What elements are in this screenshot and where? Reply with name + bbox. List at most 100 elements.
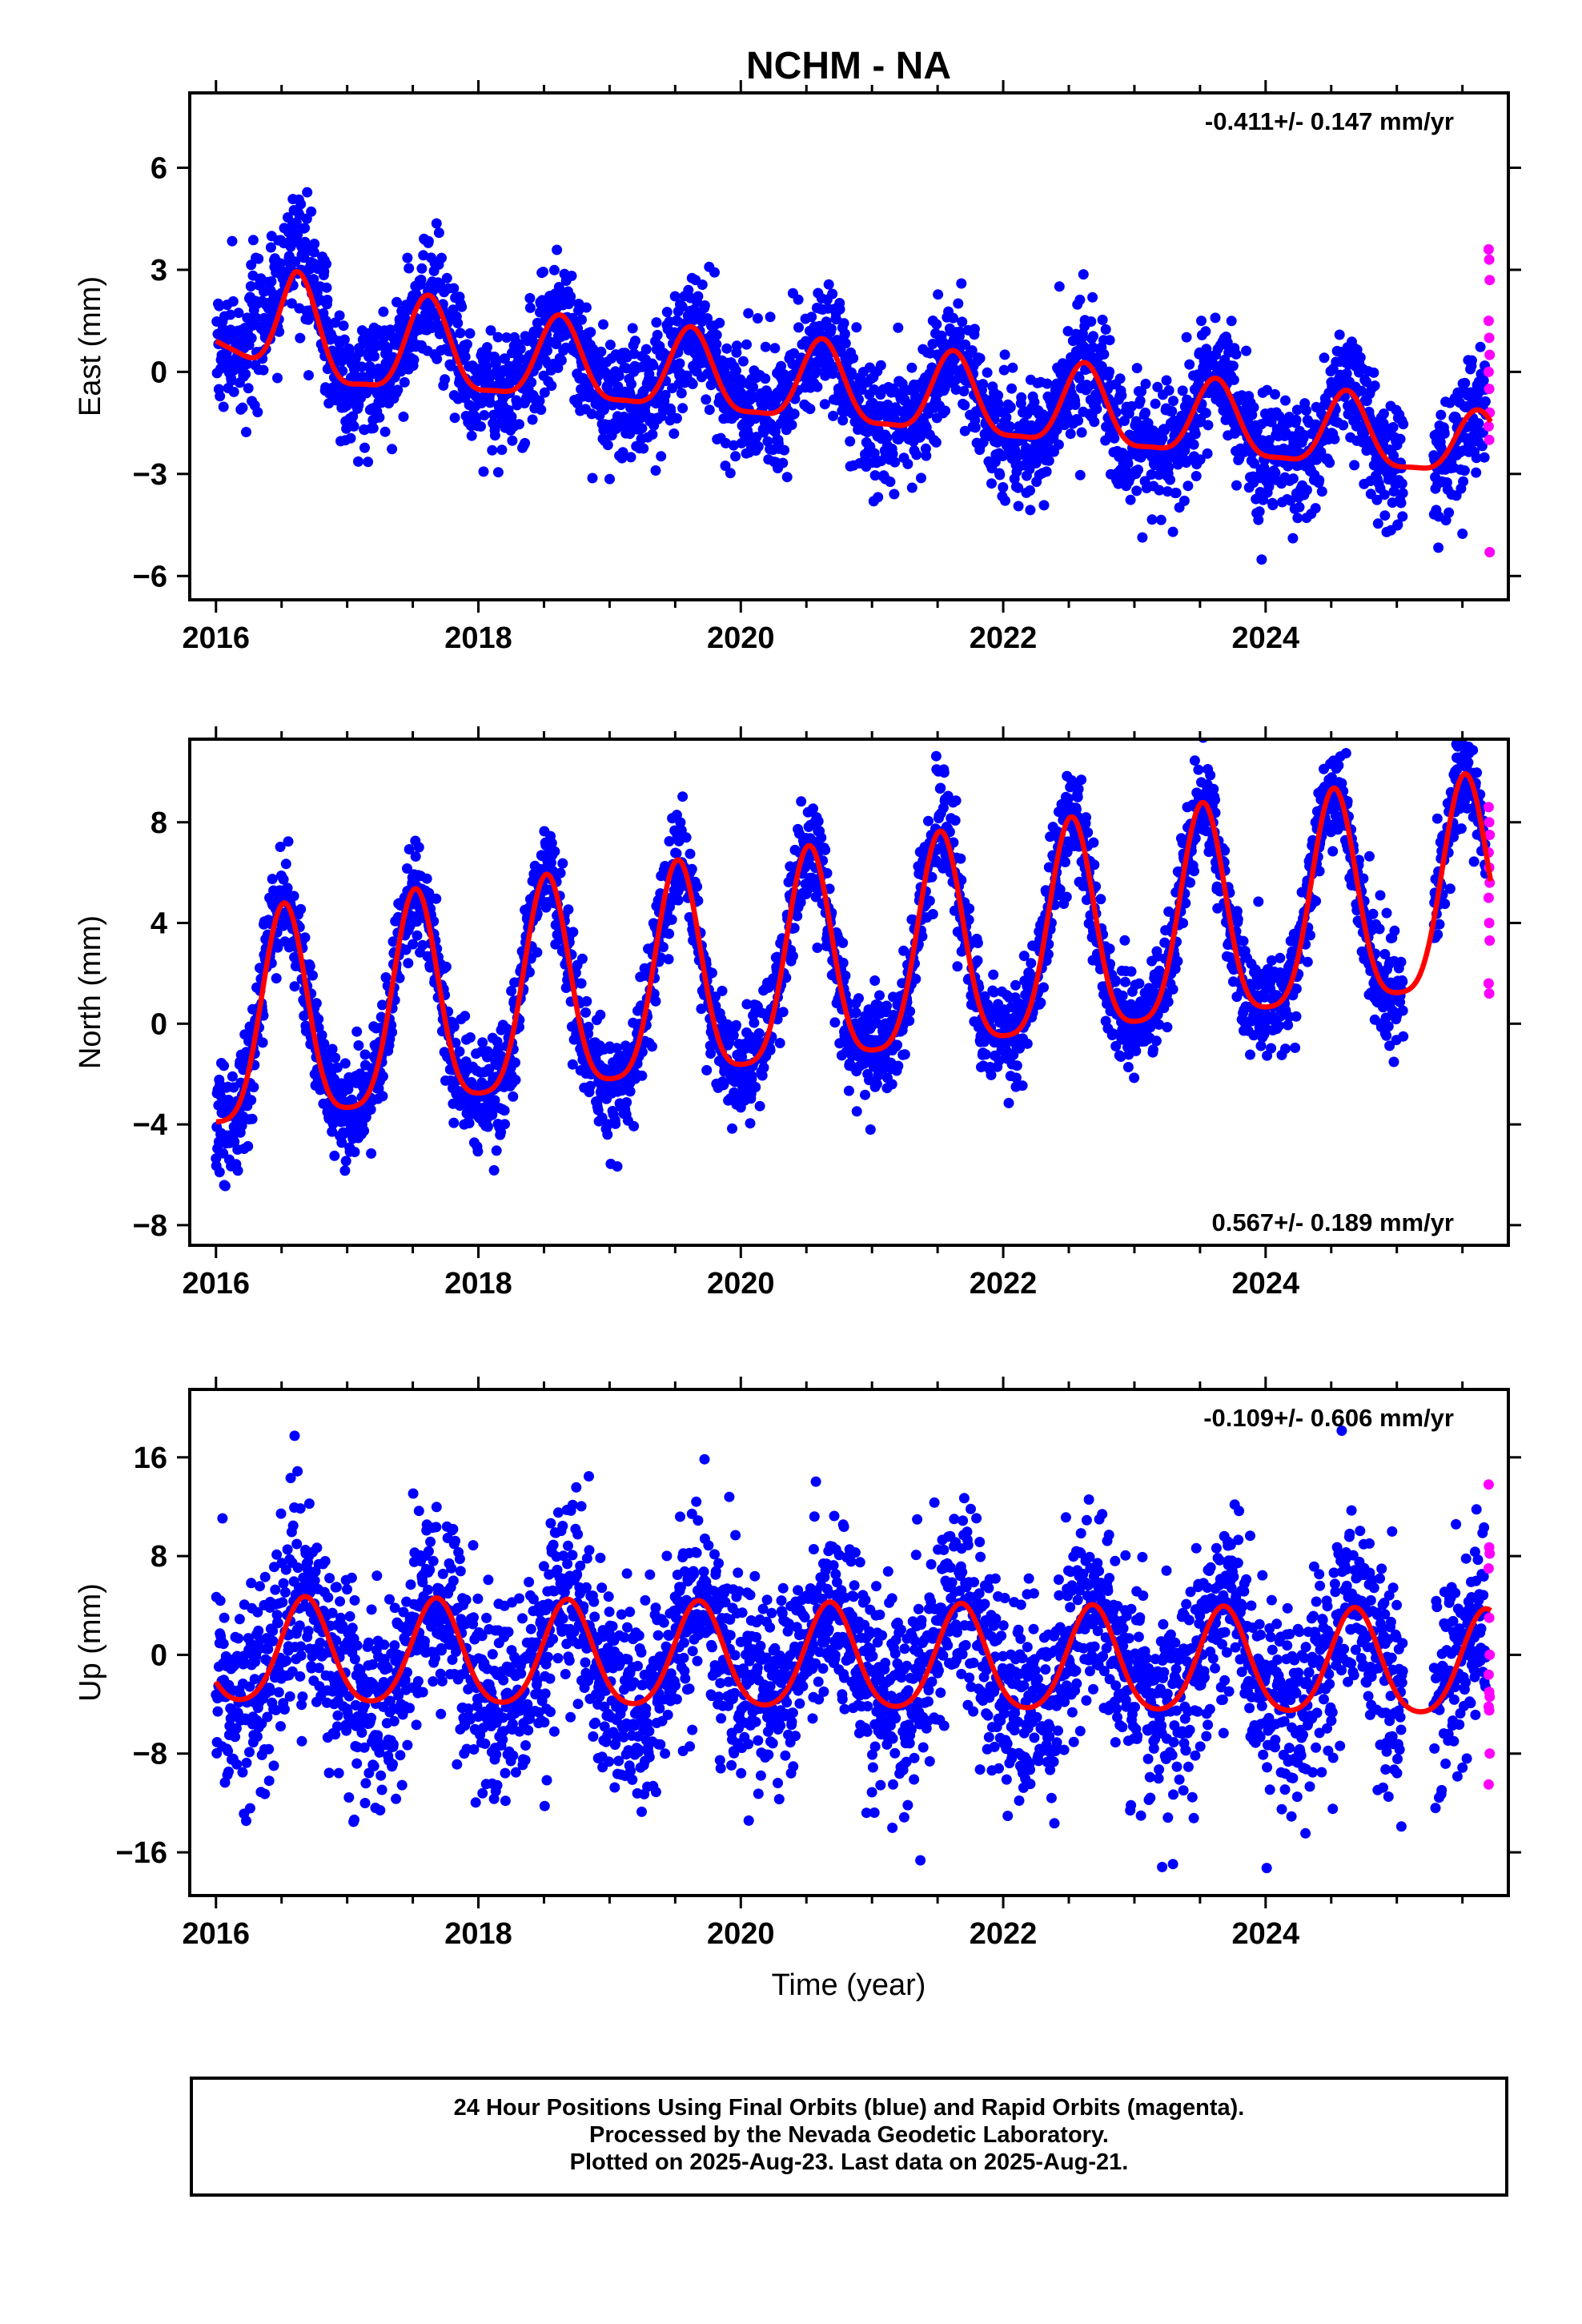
final-orbit-point	[1241, 345, 1252, 356]
final-orbit-point	[851, 322, 862, 333]
final-orbit-point	[1480, 396, 1491, 407]
final-orbit-point	[524, 302, 536, 313]
final-orbit-point	[1042, 378, 1053, 389]
final-orbit-point	[392, 384, 404, 396]
final-orbit-point	[677, 403, 689, 414]
final-orbit-point	[1443, 507, 1455, 518]
final-orbit-point	[604, 340, 616, 351]
final-orbit-point	[840, 338, 851, 349]
final-orbit-point	[692, 881, 703, 892]
final-orbit-point	[774, 1038, 785, 1048]
final-orbit-point	[636, 423, 648, 434]
final-orbit-point	[1301, 405, 1311, 416]
final-orbit-point	[663, 954, 674, 965]
final-orbit-point	[750, 1082, 761, 1092]
rapid-orbit-point	[1484, 434, 1495, 445]
final-orbit-point	[431, 218, 442, 229]
final-orbit-point	[265, 242, 276, 253]
final-orbit-point	[869, 470, 881, 481]
final-orbit-point	[758, 427, 769, 438]
final-orbit-point	[510, 1075, 521, 1085]
final-orbit-point	[629, 336, 640, 347]
final-orbit-point	[363, 456, 374, 468]
rate-label: -0.411+/- 0.147 mm/yr	[1205, 107, 1454, 135]
final-orbit-point	[760, 373, 771, 384]
final-orbit-point	[345, 432, 356, 444]
final-orbit-point	[404, 263, 415, 274]
final-orbit-point	[449, 412, 460, 424]
final-orbit-point	[1387, 422, 1399, 432]
final-orbit-point	[489, 430, 500, 441]
final-orbit-point	[1202, 448, 1213, 459]
final-orbit-point	[669, 428, 680, 439]
rapid-orbit-point	[1484, 349, 1496, 360]
final-orbit-point	[885, 476, 896, 488]
final-orbit-point	[1379, 510, 1391, 521]
final-orbit-point	[542, 345, 552, 356]
final-orbit-point	[233, 308, 244, 319]
final-orbit-point	[359, 1049, 371, 1060]
final-orbit-point	[538, 267, 548, 277]
final-orbit-point	[950, 384, 962, 395]
final-orbit-point	[1324, 457, 1335, 468]
final-orbit-point	[432, 353, 443, 364]
final-orbit-point	[661, 307, 673, 318]
final-orbit-point	[1200, 408, 1211, 419]
final-orbit-point	[295, 199, 307, 210]
final-orbit-point	[247, 235, 259, 246]
final-orbit-point	[348, 420, 359, 432]
final-orbit-point	[604, 473, 615, 485]
final-orbit-point	[322, 295, 333, 305]
final-orbit-point	[461, 339, 472, 350]
final-orbit-point	[728, 440, 739, 451]
final-orbit-point	[448, 283, 460, 294]
final-orbit-point	[391, 296, 402, 308]
final-orbit-point	[320, 316, 331, 326]
final-orbit-point	[378, 306, 389, 317]
final-orbit-point	[776, 360, 787, 372]
final-orbit-point	[1140, 407, 1150, 418]
x-tick-label: 2024	[1232, 621, 1300, 655]
final-orbit-point	[625, 452, 636, 463]
final-orbit-point	[711, 339, 722, 350]
final-orbit-point	[1155, 514, 1166, 525]
final-orbit-point	[1191, 471, 1202, 481]
final-orbit-point	[240, 368, 251, 380]
final-orbit-point	[875, 360, 886, 371]
final-orbit-point	[596, 346, 607, 357]
final-orbit-point	[850, 1007, 861, 1019]
final-orbit-point	[366, 1148, 377, 1159]
final-orbit-point	[534, 396, 545, 407]
final-orbit-point	[1372, 518, 1383, 529]
final-orbit-point	[1196, 316, 1207, 327]
final-orbit-point	[410, 851, 421, 862]
final-orbit-point	[959, 425, 970, 436]
final-orbit-point	[448, 1117, 460, 1128]
x-tick-label: 2022	[970, 621, 1038, 655]
final-orbit-point	[1334, 329, 1345, 340]
final-orbit-point	[970, 422, 981, 433]
final-orbit-point	[602, 1129, 613, 1140]
y-tick-label: 6	[151, 151, 167, 185]
final-orbit-point	[657, 942, 669, 953]
final-orbit-point	[1267, 500, 1279, 511]
final-orbit-point	[948, 312, 958, 324]
final-orbit-point	[272, 372, 283, 384]
final-orbit-point	[303, 370, 314, 381]
final-orbit-point	[266, 276, 277, 287]
final-orbit-point	[1041, 466, 1052, 477]
final-orbit-point	[286, 298, 297, 309]
final-orbit-point	[299, 223, 311, 234]
final-orbit-point	[789, 408, 800, 420]
final-orbit-point	[321, 259, 331, 270]
final-orbit-point	[644, 368, 655, 380]
rapid-orbit-point	[1484, 254, 1495, 265]
final-orbit-point	[697, 279, 708, 290]
final-orbit-point	[536, 404, 547, 416]
final-orbit-point	[339, 1165, 351, 1176]
final-orbit-point	[1170, 488, 1182, 498]
final-orbit-point	[627, 323, 638, 334]
final-orbit-point	[837, 937, 849, 948]
final-orbit-point	[893, 322, 904, 333]
